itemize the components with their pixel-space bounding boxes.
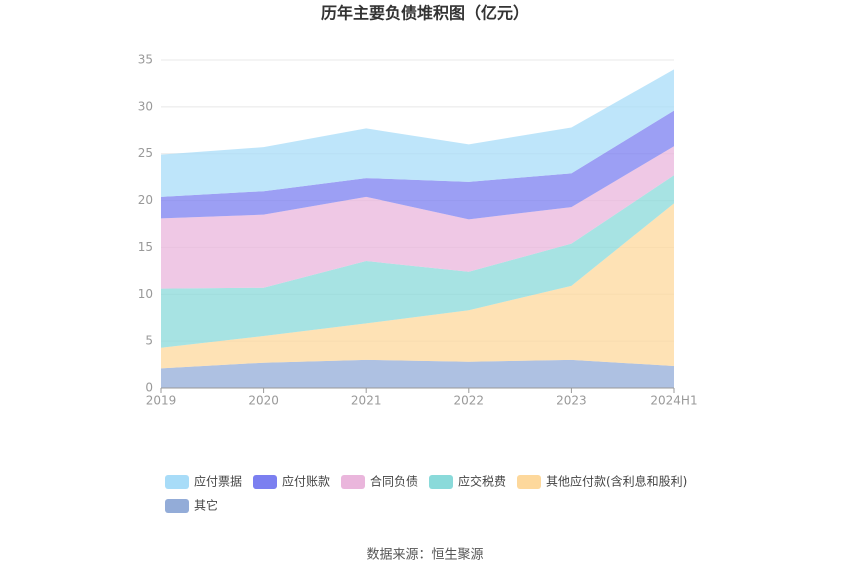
- legend-swatch: [165, 499, 189, 513]
- y-tick-label: 5: [145, 334, 153, 348]
- y-tick-label: 20: [138, 193, 153, 207]
- y-tick-label: 25: [138, 146, 153, 160]
- y-tick-label: 35: [138, 53, 153, 67]
- x-tick-label: 2022: [454, 394, 485, 408]
- legend-swatch: [341, 475, 365, 489]
- area: [161, 359, 674, 388]
- x-tick-label: 2023: [556, 394, 587, 408]
- legend-swatch: [253, 475, 277, 489]
- legend-swatch: [165, 475, 189, 489]
- legend-label: 其他应付款(含利息和股利): [546, 474, 687, 489]
- y-tick-label: 30: [138, 99, 153, 113]
- legend-swatch: [429, 475, 453, 489]
- legend-label: 应付票据: [194, 474, 242, 489]
- area: [161, 146, 674, 289]
- x-tick-label: 2020: [248, 394, 279, 408]
- source: 数据来源：恒生聚源: [366, 548, 483, 563]
- legend-label: 合同负债: [370, 474, 418, 489]
- legend-label: 其它: [194, 498, 218, 513]
- area: [161, 175, 674, 348]
- legend-swatch: [517, 475, 541, 489]
- y-tick-label: 15: [138, 240, 153, 254]
- y-tick-label: 10: [138, 287, 153, 301]
- x-tick-label: 2021: [351, 394, 382, 408]
- area: [161, 69, 674, 197]
- y-tick-label: 0: [145, 381, 153, 395]
- area: [161, 203, 674, 369]
- area: [161, 110, 674, 220]
- legend-label: 应交税费: [458, 474, 506, 489]
- x-tick-label: 2019: [146, 394, 177, 408]
- legend-label: 应付账款: [282, 474, 330, 489]
- x-tick-label: 2024H1: [650, 394, 697, 408]
- chart-title: 历年主要负债堆积图（亿元）: [321, 4, 529, 23]
